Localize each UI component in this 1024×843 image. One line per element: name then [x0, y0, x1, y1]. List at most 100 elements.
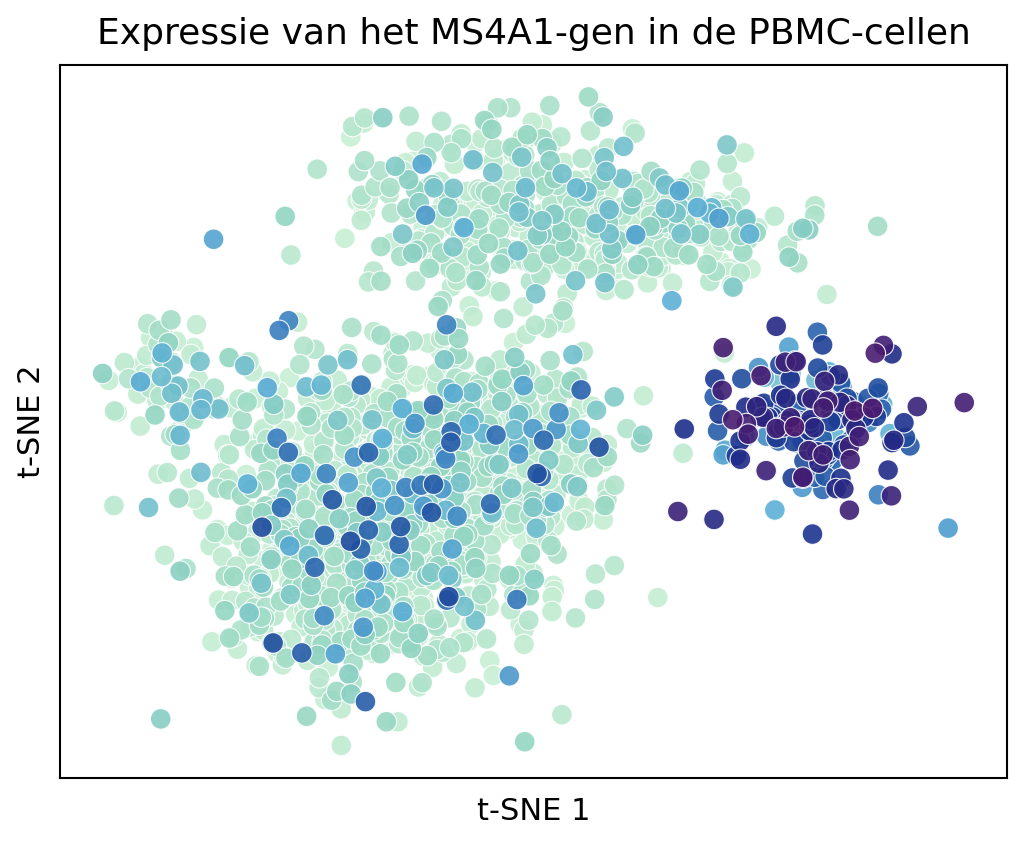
- Point: [393, 579, 410, 593]
- Point: [418, 412, 434, 426]
- Point: [431, 343, 447, 357]
- Point: [564, 441, 581, 454]
- Point: [407, 562, 423, 576]
- Point: [426, 181, 442, 195]
- Point: [633, 436, 649, 449]
- Point: [671, 229, 687, 243]
- Point: [220, 483, 237, 497]
- Point: [428, 566, 444, 580]
- Point: [549, 179, 565, 192]
- Point: [627, 126, 643, 140]
- Point: [369, 596, 385, 609]
- Point: [624, 263, 640, 277]
- Point: [368, 486, 384, 499]
- Point: [314, 633, 331, 647]
- Point: [333, 702, 349, 716]
- Point: [435, 446, 452, 459]
- Point: [344, 566, 360, 580]
- Point: [315, 448, 332, 462]
- Point: [397, 426, 414, 439]
- Point: [510, 448, 526, 461]
- Point: [473, 402, 489, 416]
- Point: [372, 500, 388, 513]
- Point: [485, 400, 502, 413]
- Point: [597, 202, 613, 216]
- Point: [546, 228, 562, 241]
- Point: [599, 493, 615, 507]
- Point: [151, 324, 167, 337]
- Point: [456, 420, 472, 433]
- Point: [786, 413, 803, 427]
- Point: [443, 146, 460, 159]
- Point: [392, 571, 409, 584]
- Point: [463, 445, 479, 459]
- Point: [691, 228, 708, 241]
- Point: [417, 489, 433, 502]
- Point: [394, 484, 411, 497]
- Point: [318, 487, 335, 501]
- Point: [347, 481, 364, 495]
- Point: [441, 481, 458, 495]
- Point: [815, 401, 831, 415]
- Point: [502, 572, 518, 586]
- Point: [753, 369, 769, 383]
- Point: [484, 511, 501, 524]
- Point: [358, 532, 375, 545]
- Point: [396, 405, 413, 419]
- Point: [461, 253, 477, 266]
- Point: [451, 378, 467, 391]
- Point: [418, 208, 434, 222]
- Point: [817, 391, 834, 405]
- Point: [374, 481, 390, 495]
- Point: [220, 472, 237, 486]
- Point: [417, 487, 433, 501]
- Point: [535, 118, 551, 132]
- Point: [876, 339, 892, 352]
- Point: [385, 565, 401, 578]
- Point: [435, 549, 452, 562]
- Point: [423, 459, 439, 473]
- Point: [456, 485, 472, 498]
- Point: [467, 498, 483, 512]
- Point: [372, 392, 388, 405]
- Point: [368, 434, 384, 448]
- Point: [517, 185, 534, 199]
- Point: [324, 393, 340, 406]
- Point: [503, 603, 519, 616]
- Point: [801, 424, 817, 438]
- Point: [403, 432, 420, 445]
- Point: [562, 242, 579, 255]
- Point: [310, 563, 327, 577]
- Point: [317, 394, 334, 407]
- Point: [268, 491, 285, 505]
- Point: [860, 391, 877, 405]
- Point: [510, 387, 526, 400]
- Point: [472, 185, 488, 198]
- Point: [460, 402, 476, 416]
- Point: [394, 605, 411, 619]
- Point: [549, 408, 565, 422]
- Point: [351, 557, 368, 571]
- Point: [428, 464, 444, 477]
- Point: [717, 443, 733, 457]
- Point: [659, 220, 676, 234]
- Point: [884, 436, 900, 449]
- Point: [324, 555, 340, 568]
- Point: [474, 486, 490, 500]
- Point: [420, 448, 436, 461]
- Point: [110, 405, 126, 419]
- Point: [543, 405, 559, 418]
- Point: [352, 639, 369, 652]
- Point: [395, 616, 412, 630]
- Point: [439, 518, 456, 532]
- Point: [478, 632, 495, 646]
- Point: [569, 480, 586, 493]
- Point: [692, 164, 709, 177]
- Point: [471, 377, 487, 390]
- Point: [725, 413, 741, 427]
- Point: [321, 486, 337, 499]
- Point: [254, 520, 270, 534]
- Point: [310, 566, 327, 579]
- Point: [407, 501, 423, 514]
- Point: [385, 347, 401, 361]
